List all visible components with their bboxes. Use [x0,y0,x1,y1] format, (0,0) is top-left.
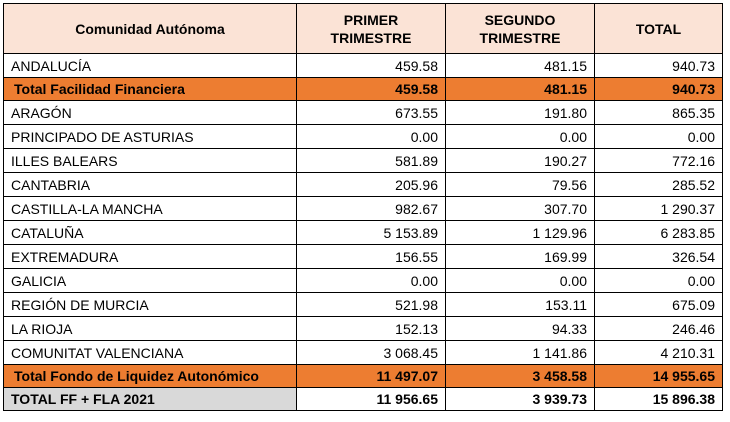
q1-value: 673.55 [296,100,446,125]
table-row: PRINCIPADO DE ASTURIAS 0.00 0.00 0.00 [3,124,723,149]
table-row: ILLES BALEARS 581.89 190.27 772.16 [3,148,723,173]
q1-value: 152.13 [296,316,446,341]
region-name: COMUNITAT VALENCIANA [3,340,297,365]
q2-value: 191.80 [445,100,595,125]
total-value: 326.54 [594,244,723,269]
table-row: GALICIA 0.00 0.00 0.00 [3,268,723,293]
table-row: EXTREMADURA 156.55 169.99 326.54 [3,244,723,269]
total-value: 14 955.65 [594,364,723,388]
q1-value: 205.96 [296,172,446,197]
header-comunidad: Comunidad Autónoma [3,3,297,54]
q2-value: 94.33 [445,316,595,341]
q1-value: 459.58 [296,77,446,101]
total-value: 1 290.37 [594,196,723,221]
total-value: 285.52 [594,172,723,197]
q1-value: 3 068.45 [296,340,446,365]
region-name: CATALUÑA [3,220,297,245]
q2-value: 153.11 [445,292,595,317]
table-row: CANTABRIA 205.96 79.56 285.52 [3,172,723,197]
region-name: ANDALUCÍA [3,53,297,78]
q1-value: 459.58 [296,53,446,78]
region-name: EXTREMADURA [3,244,297,269]
q2-value: 1 129.96 [445,220,595,245]
header-segundo-line2: TRIMESTRE [479,29,561,46]
total-value: 675.09 [594,292,723,317]
total-value: 15 896.38 [594,387,723,411]
header-primer-trimestre: PRIMER TRIMESTRE [296,3,446,54]
header-total: TOTAL [594,3,723,54]
total-value: 865.35 [594,100,723,125]
q1-value: 11 497.07 [296,364,446,388]
q1-value: 521.98 [296,292,446,317]
total-value: 0.00 [594,268,723,293]
q2-value: 1 141.86 [445,340,595,365]
q1-value: 982.67 [296,196,446,221]
data-table: Comunidad Autónoma PRIMER TRIMESTRE SEGU… [3,3,723,411]
table-row: REGIÓN DE MURCIA 521.98 153.11 675.09 [3,292,723,317]
q2-value: 481.15 [445,77,595,101]
subtotal-label: Total Facilidad Financiera [3,77,297,101]
q2-value: 0.00 [445,268,595,293]
grand-total-row: TOTAL FF + FLA 2021 11 956.65 3 939.73 1… [3,387,723,411]
q2-value: 3 939.73 [445,387,595,411]
total-value: 246.46 [594,316,723,341]
total-value: 4 210.31 [594,340,723,365]
q2-value: 79.56 [445,172,595,197]
region-name: REGIÓN DE MURCIA [3,292,297,317]
region-name: CANTABRIA [3,172,297,197]
q2-value: 0.00 [445,124,595,149]
subtotal-row-fla: Total Fondo de Liquidez Autonómico 11 49… [3,364,723,388]
total-value: 940.73 [594,53,723,78]
q2-value: 190.27 [445,148,595,173]
q2-value: 169.99 [445,244,595,269]
header-row: Comunidad Autónoma PRIMER TRIMESTRE SEGU… [3,3,723,54]
q1-value: 156.55 [296,244,446,269]
header-segundo-trimestre: SEGUNDO TRIMESTRE [445,3,595,54]
grand-total-label: TOTAL FF + FLA 2021 [3,387,297,411]
total-value: 0.00 [594,124,723,149]
q1-value: 11 956.65 [296,387,446,411]
table-row: LA RIOJA 152.13 94.33 246.46 [3,316,723,341]
region-name: ILLES BALEARS [3,148,297,173]
region-name: ARAGÓN [3,100,297,125]
region-name: CASTILLA-LA MANCHA [3,196,297,221]
table-row: ANDALUCÍA 459.58 481.15 940.73 [3,53,723,78]
header-segundo-line1: SEGUNDO [484,11,556,28]
header-primer-line2: TRIMESTRE [330,29,412,46]
table-row: ARAGÓN 673.55 191.80 865.35 [3,100,723,125]
region-name: LA RIOJA [3,316,297,341]
region-name: PRINCIPADO DE ASTURIAS [3,124,297,149]
q1-value: 5 153.89 [296,220,446,245]
table-row: CATALUÑA 5 153.89 1 129.96 6 283.85 [3,220,723,245]
subtotal-row-facilidad: Total Facilidad Financiera 459.58 481.15… [3,77,723,101]
header-primer-line1: PRIMER [343,11,399,28]
region-name: GALICIA [3,268,297,293]
total-value: 940.73 [594,77,723,101]
table-row: CASTILLA-LA MANCHA 982.67 307.70 1 290.3… [3,196,723,221]
q1-value: 0.00 [296,268,446,293]
q1-value: 581.89 [296,148,446,173]
total-value: 6 283.85 [594,220,723,245]
q2-value: 307.70 [445,196,595,221]
q1-value: 0.00 [296,124,446,149]
q2-value: 481.15 [445,53,595,78]
total-value: 772.16 [594,148,723,173]
q2-value: 3 458.58 [445,364,595,388]
table-row: COMUNITAT VALENCIANA 3 068.45 1 141.86 4… [3,340,723,365]
subtotal-label: Total Fondo de Liquidez Autonómico [3,364,297,388]
